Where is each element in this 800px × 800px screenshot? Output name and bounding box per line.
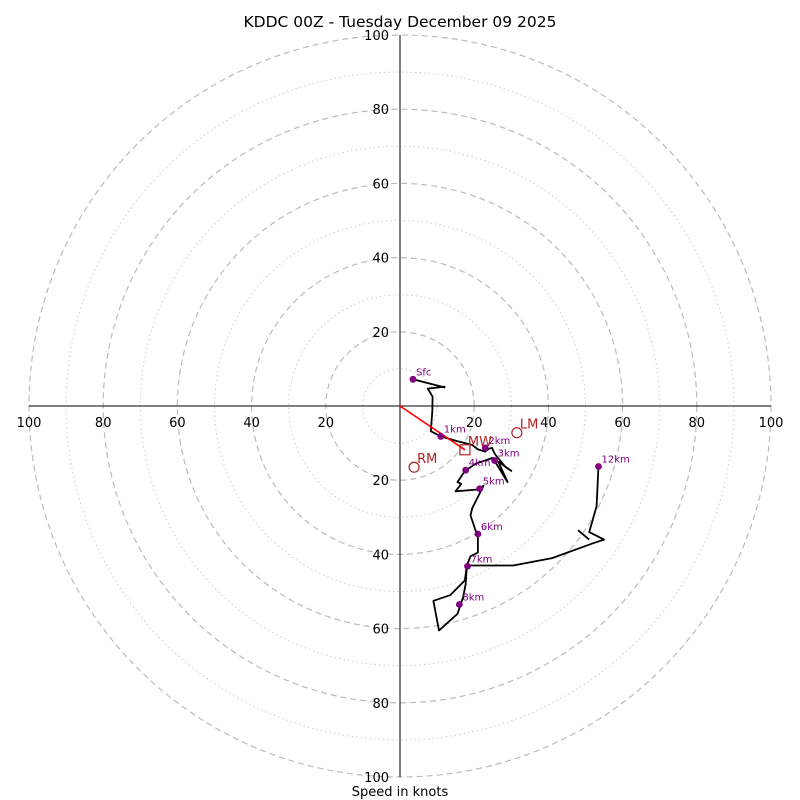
motion-marker-LM xyxy=(511,427,523,439)
x-tick-neg-40: 40 xyxy=(243,416,260,431)
x-axis-label: Speed in knots xyxy=(352,785,449,800)
y-tick-neg-80: 80 xyxy=(372,697,389,712)
height-marker-2km xyxy=(481,444,489,452)
height-label-3km: 3km xyxy=(498,449,520,460)
mean-wind-line xyxy=(399,405,466,451)
height-label-4km: 4km xyxy=(469,458,491,469)
x-tick-neg-20: 20 xyxy=(318,416,335,431)
x-tick-pos-80: 80 xyxy=(689,416,706,431)
motion-label-MW: MW xyxy=(468,435,492,450)
storm-motion-group: MW LM RM xyxy=(408,418,538,473)
height-label-6km: 6km xyxy=(481,522,503,533)
motion-marker-RM xyxy=(408,461,420,473)
y-tick-pos-60: 60 xyxy=(372,177,389,192)
x-tick-pos-40: 40 xyxy=(540,416,557,431)
axis-tick-labels: 20 20 20 20 40 40 40 40 60 60 60 60 80 80 80 80 100 100 10… xyxy=(17,29,784,786)
height-marker-6km xyxy=(474,530,482,538)
height-marker-5km xyxy=(476,485,484,493)
y-tick-neg-40: 40 xyxy=(372,548,389,563)
x-tick-pos-20: 20 xyxy=(466,416,483,431)
height-label-8km: 8km xyxy=(462,592,484,603)
motion-label-LM: LM xyxy=(520,418,538,433)
height-marker-7km xyxy=(464,562,471,570)
height-label-1km: 1km xyxy=(444,424,466,435)
height-marker-4km xyxy=(462,466,470,474)
hodograph-trace-lower xyxy=(432,565,468,632)
y-tick-neg-100: 100 xyxy=(364,771,389,786)
y-tick-pos-20: 20 xyxy=(372,326,389,341)
y-tick-pos-40: 40 xyxy=(372,252,389,267)
height-label-2km: 2km xyxy=(488,436,510,447)
trace-tick-mark xyxy=(577,529,590,541)
x-tick-neg-80: 80 xyxy=(95,416,112,431)
height-label-7km: 7km xyxy=(471,554,493,565)
chart-title: KDDC 00Z - Tuesday December 09 2025 xyxy=(244,13,557,31)
height-label-12km: 12km xyxy=(601,454,629,465)
height-marker-3km xyxy=(491,457,499,464)
y-tick-pos-100: 100 xyxy=(364,29,389,44)
height-marker-8km xyxy=(455,601,463,608)
y-tick-neg-60: 60 xyxy=(372,623,389,638)
height-marker-Sfc xyxy=(409,375,417,383)
height-marker-1km xyxy=(437,433,445,440)
x-tick-neg-60: 60 xyxy=(169,416,186,431)
height-label-5km: 5km xyxy=(483,477,505,488)
y-tick-pos-80: 80 xyxy=(372,103,389,118)
motion-marker-MW xyxy=(459,444,471,456)
motion-label-RM: RM xyxy=(417,452,437,467)
y-tick-neg-20: 20 xyxy=(372,474,389,489)
height-markers: Sfc 1km 2km 3km 4km 5km 6km 7km 8km 12km xyxy=(409,367,630,608)
x-tick-pos-60: 60 xyxy=(614,416,631,431)
height-label-Sfc: Sfc xyxy=(416,367,431,378)
x-tick-pos-100: 100 xyxy=(759,416,784,431)
x-tick-neg-100: 100 xyxy=(17,416,42,431)
height-marker-12km xyxy=(595,463,602,470)
